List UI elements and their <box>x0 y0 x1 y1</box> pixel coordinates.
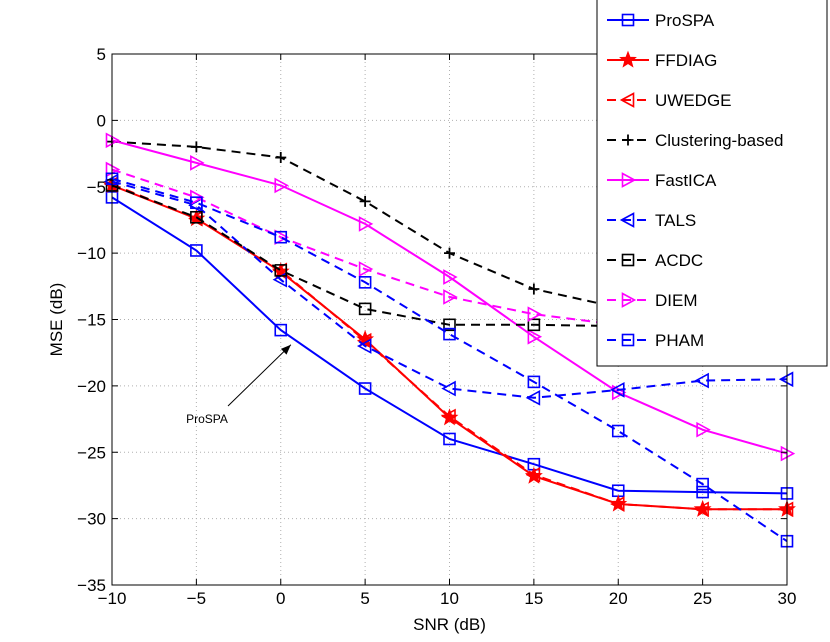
data-point-clustering-based <box>359 195 371 207</box>
x-tick-label: 20 <box>609 589 628 608</box>
data-point-tals <box>356 338 372 354</box>
data-point-uwedge <box>441 408 456 425</box>
legend-label: FastICA <box>655 171 717 190</box>
y-axis-title: MSE (dB) <box>47 283 66 357</box>
x-tick-label: −10 <box>98 589 127 608</box>
series-line-pham <box>111 177 788 543</box>
x-tick-label: 10 <box>440 589 459 608</box>
data-point-uwedge <box>610 496 625 512</box>
legend-swatch-marker <box>621 13 635 27</box>
legend-entry-pham: PHAM <box>607 331 704 350</box>
data-point-fastica <box>443 269 458 285</box>
legend-swatch-marker <box>621 333 635 347</box>
data-point-clustering-based <box>190 141 202 153</box>
legend-entry-uwedge: UWEDGE <box>607 91 732 110</box>
data-point-prospa <box>358 382 372 395</box>
data-point-clustering-based <box>275 152 287 164</box>
legend-entry-ffdiag: FFDIAG <box>607 50 717 70</box>
data-point-diem <box>527 306 543 323</box>
legend-entry-fastica: FastICA <box>607 171 717 190</box>
y-tick-label: 5 <box>97 45 106 64</box>
legend-label: DIEM <box>655 291 698 310</box>
data-point-fastica <box>274 177 289 194</box>
x-tick-label: 15 <box>524 589 543 608</box>
y-tick-label: −5 <box>87 178 106 197</box>
data-point-tals <box>441 380 456 397</box>
data-point-uwedge <box>525 466 541 483</box>
data-point-acdc <box>190 210 203 224</box>
data-point-uwedge <box>694 501 709 518</box>
y-tick-label: 0 <box>97 111 106 130</box>
y-tick-label: −25 <box>77 443 106 462</box>
data-point-acdc <box>274 264 288 277</box>
x-tick-label: 5 <box>360 589 369 608</box>
x-tick-label: −5 <box>187 589 206 608</box>
data-point-pham <box>696 477 709 491</box>
legend-entry-tals: TALS <box>607 211 696 230</box>
legend: ProSPA FFDIAG UWEDGE Clustering-based FastIC… <box>596 0 828 367</box>
data-point-acdc <box>358 302 372 316</box>
data-point-prospa <box>696 485 709 499</box>
legend-swatch-marker <box>621 292 637 308</box>
legend-entry-prospa: ProSPA <box>607 11 715 30</box>
data-point-fastica <box>358 216 374 232</box>
x-tick-label: 30 <box>778 589 797 608</box>
legend-entry-clustering-based: Clustering-based <box>607 131 784 150</box>
legend-label: Clustering-based <box>655 131 784 150</box>
legend-label: ACDC <box>655 251 703 270</box>
legend-label: UWEDGE <box>655 91 732 110</box>
annotation-layer: ProSPA <box>186 344 292 426</box>
data-point-fastica <box>696 421 711 438</box>
y-tick-label: −10 <box>77 244 106 263</box>
data-point-acdc <box>443 318 456 332</box>
annotation-arrow-line <box>227 344 292 407</box>
data-point-pham <box>274 230 288 244</box>
data-point-fastica <box>527 328 543 345</box>
legend-swatch-marker <box>621 172 637 188</box>
legend-swatch-marker <box>619 92 635 108</box>
series-line-prospa <box>111 196 788 495</box>
series-line-tals <box>111 180 788 399</box>
data-point-prospa <box>190 244 203 257</box>
data-point-diem <box>443 289 458 305</box>
legend-swatch-marker <box>622 134 634 146</box>
legend-swatch-marker <box>619 50 637 68</box>
data-point-pham <box>358 276 372 289</box>
y-tick-label: −35 <box>77 576 106 595</box>
data-point-pham <box>527 375 541 389</box>
data-point-pham <box>190 196 203 209</box>
legend-swatch-marker <box>621 253 635 267</box>
legend-label: PHAM <box>655 331 704 350</box>
y-tick-label: −30 <box>77 510 106 529</box>
data-point-diem <box>358 261 374 277</box>
data-point-acdc <box>527 318 541 332</box>
y-tick-label: −20 <box>77 377 106 396</box>
series-line-fastica <box>111 139 788 455</box>
y-tick-label: −15 <box>77 311 106 330</box>
axis-ticks: −10 −5 0 5 10 15 20 25 30 5 0 −5 −10 −15 −20 −25 −30 −35 <box>77 45 796 608</box>
data-point-tals <box>525 389 541 406</box>
data-point-clustering-based <box>444 247 455 259</box>
legend-label: ProSPA <box>655 11 715 30</box>
data-point-fastica <box>190 155 205 171</box>
data-point-tals <box>610 382 625 398</box>
data-point-tals <box>694 372 709 389</box>
x-axis-title: SNR (dB) <box>413 615 486 634</box>
legend-label: TALS <box>655 211 696 230</box>
annotation-arrowhead <box>280 344 291 355</box>
data-point-pham <box>611 424 625 438</box>
data-point-prospa <box>443 432 456 446</box>
x-tick-label: 0 <box>276 589 285 608</box>
legend-label: FFDIAG <box>655 51 717 70</box>
x-tick-label: 25 <box>693 589 712 608</box>
legend-entry-diem: DIEM <box>607 291 698 310</box>
data-point-clustering-based <box>528 283 540 295</box>
legend-swatch-marker <box>619 212 635 228</box>
annotation-label: ProSPA <box>186 412 228 426</box>
legend-entry-acdc: ACDC <box>607 251 703 270</box>
data-point-pham <box>443 327 456 341</box>
data-point-prospa <box>274 323 288 337</box>
